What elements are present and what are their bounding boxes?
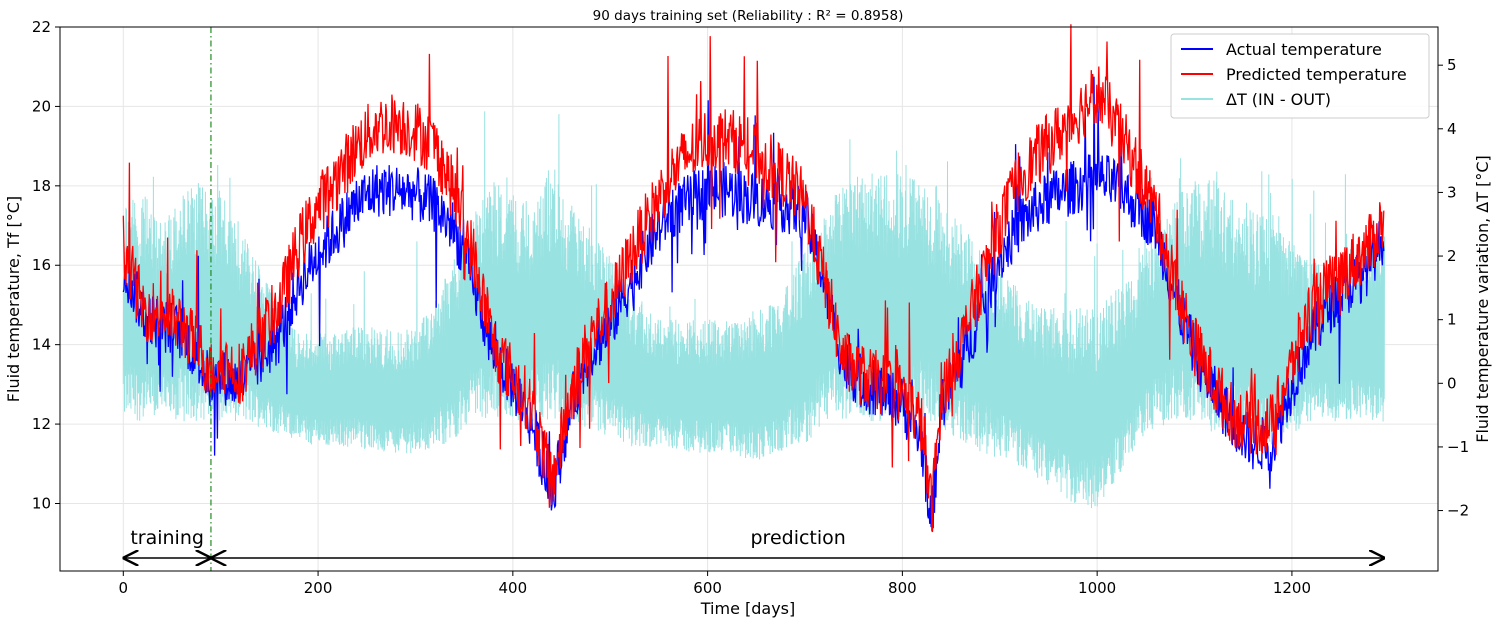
x-tick-label: 0 (119, 579, 129, 597)
y2-tick-label: −2 (1447, 502, 1469, 520)
legend-box (1170, 33, 1430, 119)
y-tick-label: 14 (32, 336, 51, 354)
legend: Actual temperature Predicted temperature Δ… (1170, 33, 1430, 119)
predicted-temperature-line (122, 24, 1385, 533)
plot-frame (59, 26, 1439, 572)
y-tick-label: 10 (32, 494, 51, 512)
annotation-label: training (130, 527, 204, 549)
y-axis-label: Fluid temperature, Tf [°C] (4, 196, 23, 402)
y-tick-label: 12 (32, 415, 51, 433)
y2-tick-label: 2 (1447, 247, 1457, 265)
x-axis-label: Time [days] (700, 599, 796, 618)
x-tick-label: 200 (304, 579, 333, 597)
series-delta-t (122, 111, 1385, 509)
legend-label: Actual temperature (1226, 40, 1382, 59)
annotations: training prediction (124, 527, 1383, 558)
x-tick-label: 1000 (1078, 579, 1116, 597)
y2-tick-label: 5 (1447, 56, 1457, 74)
y2-axis-ticks: −2 −1 0 1 2 3 4 5 (1438, 56, 1469, 520)
legend-label: ΔT (IN - OUT) (1226, 90, 1331, 109)
x-tick-label: 400 (499, 579, 528, 597)
x-tick-label: 1200 (1273, 579, 1311, 597)
y-tick-label: 18 (32, 177, 51, 195)
y-tick-label: 20 (32, 97, 51, 115)
y2-tick-label: 1 (1447, 311, 1457, 329)
x-tick-label: 800 (888, 579, 917, 597)
x-tick-label: 600 (693, 579, 722, 597)
chart-title: 90 days training set (Reliability : R² =… (593, 8, 904, 24)
y2-axis-label: Fluid temperature variation, ΔT [°C] (1473, 155, 1492, 443)
y2-tick-label: −1 (1447, 438, 1469, 456)
legend-label: Predicted temperature (1226, 65, 1407, 84)
x-axis-ticks: 0 200 400 600 800 1000 1200 (119, 571, 1311, 597)
series-predicted-temperature (122, 24, 1385, 533)
y-tick-label: 22 (32, 18, 51, 36)
annotation-label: prediction (751, 527, 846, 549)
y2-tick-label: 4 (1447, 120, 1457, 138)
y-tick-label: 16 (32, 256, 51, 274)
delta-t-line (122, 111, 1385, 509)
y-axis-ticks: 10 12 14 16 18 20 22 (32, 18, 60, 512)
y2-tick-label: 3 (1447, 183, 1457, 201)
y2-tick-label: 0 (1447, 374, 1457, 392)
